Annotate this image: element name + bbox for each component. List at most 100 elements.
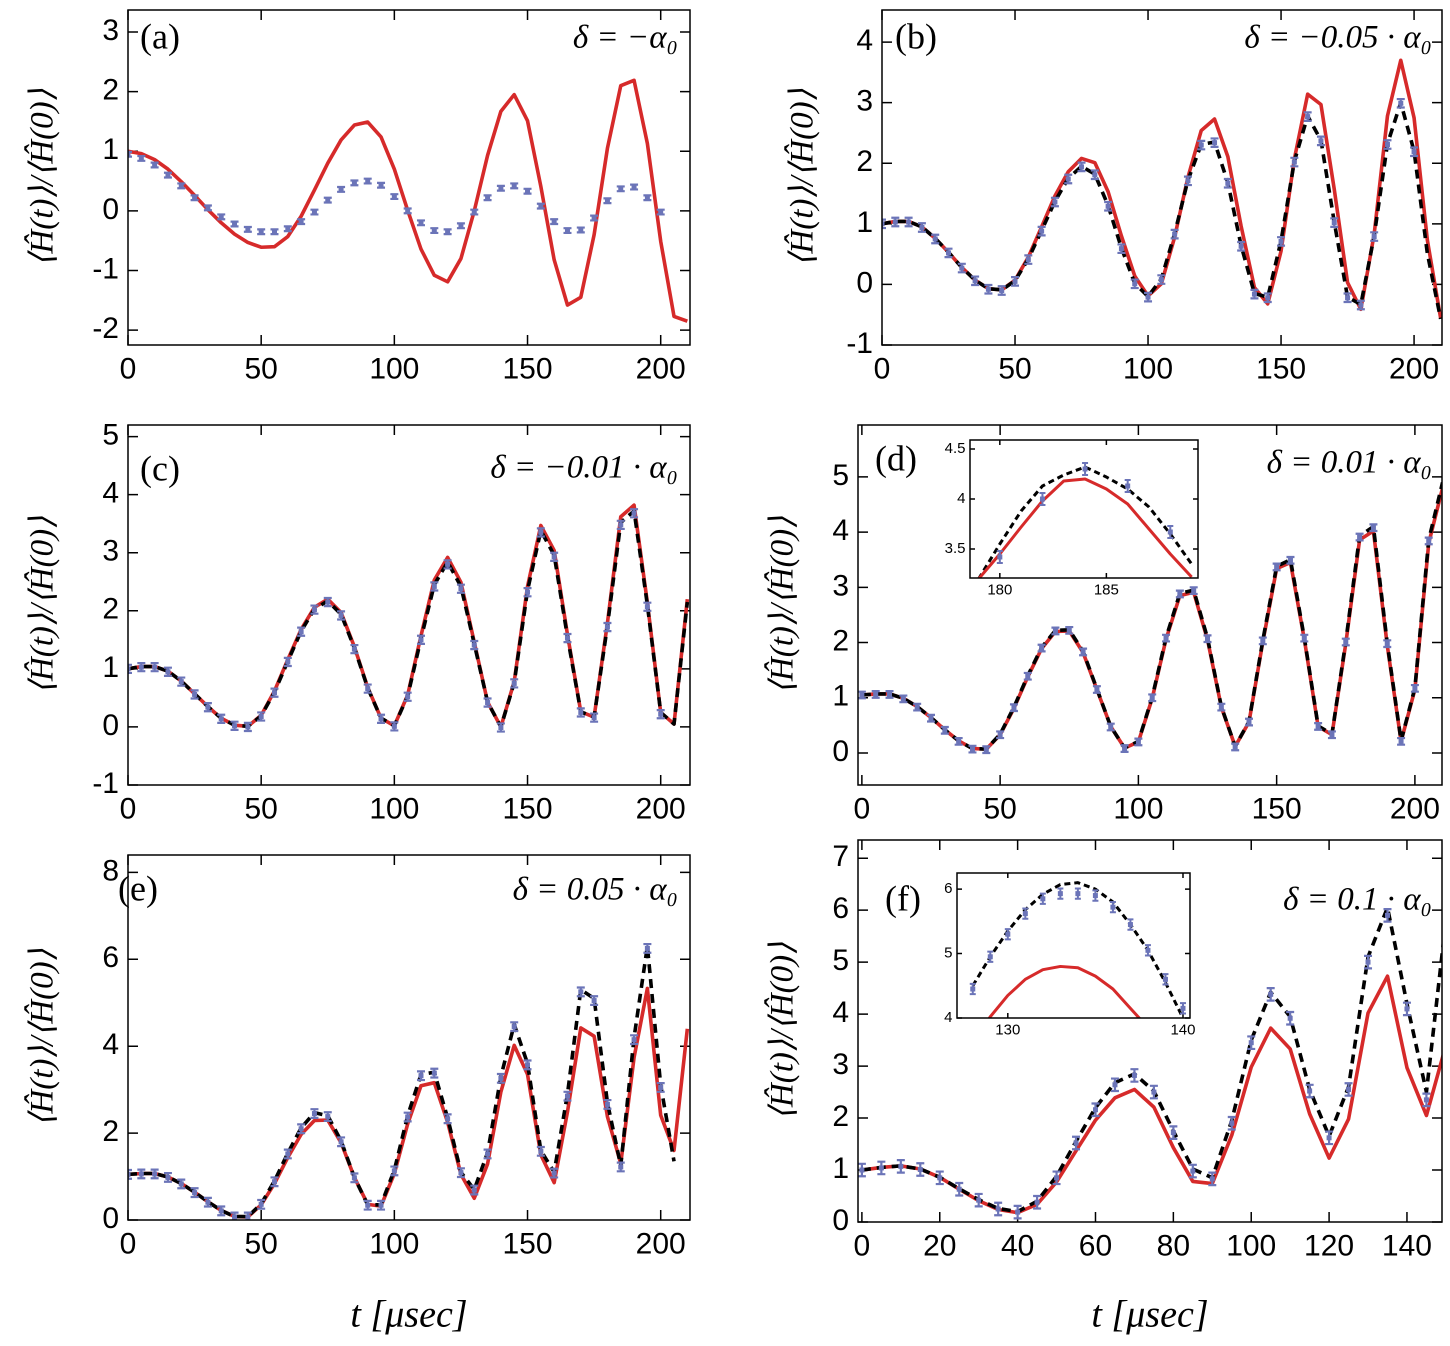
data-point: [1092, 893, 1098, 899]
y-tick-label: 2: [102, 74, 119, 107]
y-axis-label: ⟨Ĥ(t)⟩/⟨Ĥ(0)⟩: [764, 942, 801, 1120]
data-point: [525, 589, 531, 595]
panel-label: (a): [140, 16, 180, 56]
y-tick-label: 4: [856, 24, 873, 57]
data-point: [1307, 1088, 1313, 1094]
data-point: [999, 287, 1005, 293]
x-tick-label: 100: [369, 1227, 419, 1260]
y-tick-label: 8: [102, 854, 119, 887]
y-tick-label: 2: [832, 1100, 849, 1133]
data-point: [591, 715, 597, 721]
data-point: [1177, 591, 1183, 597]
data-point: [128, 666, 131, 672]
data-point: [976, 1197, 982, 1203]
data-point: [525, 1062, 531, 1068]
data-point: [983, 747, 989, 753]
data-point: [378, 716, 384, 722]
data-point: [338, 186, 344, 192]
y-axis-label: ⟨Ĥ(t)⟩/⟨Ĥ(0)⟩: [24, 516, 61, 694]
data-point: [1170, 1130, 1176, 1136]
data-point: [511, 1024, 517, 1030]
data-point: [1404, 1006, 1410, 1012]
data-point: [458, 586, 464, 592]
data-point: [498, 725, 504, 731]
data-point: [644, 604, 650, 610]
data-point: [1365, 959, 1371, 965]
data-point: [192, 691, 198, 697]
data-point: [498, 1075, 504, 1081]
plot-area: [128, 425, 690, 785]
data-point: [658, 209, 664, 215]
data-point: [298, 629, 304, 635]
data-point: [1162, 976, 1168, 982]
data-point: [391, 1168, 397, 1174]
data-point: [1205, 636, 1211, 642]
data-point: [298, 1126, 304, 1132]
data-point: [471, 209, 477, 215]
data-point: [165, 172, 171, 178]
y-axis-label: ⟨Ĥ(t)⟩/⟨Ĥ(0)⟩: [24, 88, 61, 266]
y-tick-label: 0: [832, 1204, 849, 1237]
data-point: [378, 182, 384, 188]
y-tick-label: 4: [957, 490, 965, 507]
data-point: [205, 205, 211, 211]
x-tick-label: 200: [636, 1227, 686, 1260]
inset: 180 185 3.5 4 4.5: [945, 439, 1199, 599]
y-axis-label: ⟨Ĥ(t)⟩/⟨Ĥ(0)⟩: [24, 948, 61, 1126]
data-point: [997, 732, 1003, 738]
data-point: [959, 265, 965, 271]
data-point: [604, 1101, 610, 1107]
data-point: [1118, 246, 1124, 252]
data-point: [271, 690, 277, 696]
data-point: [1151, 1089, 1157, 1095]
y-tick-label: -2: [92, 312, 119, 345]
data-point: [458, 223, 464, 229]
data-point: [1212, 140, 1218, 146]
data-point: [873, 691, 879, 697]
y-tick-label: 2: [102, 1115, 119, 1148]
data-point: [1371, 234, 1377, 240]
data-point: [1131, 1072, 1137, 1078]
data-point: [218, 214, 224, 220]
x-tick-label: 100: [369, 352, 419, 385]
x-tick-label: 0: [854, 792, 871, 825]
data-point: [285, 659, 291, 665]
data-point: [1180, 1005, 1186, 1011]
y-tick-label: 3: [102, 535, 119, 568]
y-tick-label: -1: [92, 767, 119, 800]
data-point: [1343, 639, 1349, 645]
data-point: [1012, 278, 1018, 284]
data-point: [178, 679, 184, 685]
x-tick-label: 60: [1079, 1229, 1112, 1262]
data-point: [258, 1201, 264, 1207]
data-point: [351, 180, 357, 186]
x-axis-label: t [μsec]: [350, 1294, 467, 1336]
data-point: [1163, 635, 1169, 641]
y-axis-label: ⟨Ĥ(t)⟩/⟨Ĥ(0)⟩: [784, 88, 821, 266]
x-tick-label: 0: [120, 1227, 137, 1260]
data-point: [1198, 142, 1204, 148]
data-point: [1125, 483, 1131, 489]
data-point: [591, 215, 597, 221]
data-point: [1080, 649, 1086, 655]
plot-area: [128, 855, 690, 1220]
panel-label: (b): [895, 16, 937, 56]
annotation: δ = −0.05 · α₀: [1244, 20, 1432, 56]
data-point: [564, 1093, 570, 1099]
data-point: [445, 1116, 451, 1122]
x-tick-label: 20: [923, 1229, 956, 1262]
data-point: [165, 669, 171, 675]
data-point: [445, 561, 451, 567]
data-point: [551, 1170, 557, 1176]
plot-content: [882, 58, 1442, 320]
data-point: [1229, 1120, 1235, 1126]
data-point: [365, 178, 371, 184]
data-point: [1301, 635, 1307, 641]
y-tick-label: 6: [102, 941, 119, 974]
data-point: [338, 612, 344, 618]
data-point: [906, 219, 912, 225]
data-point: [405, 208, 411, 214]
annotation: δ = 0.01 · α₀: [1267, 445, 1432, 481]
